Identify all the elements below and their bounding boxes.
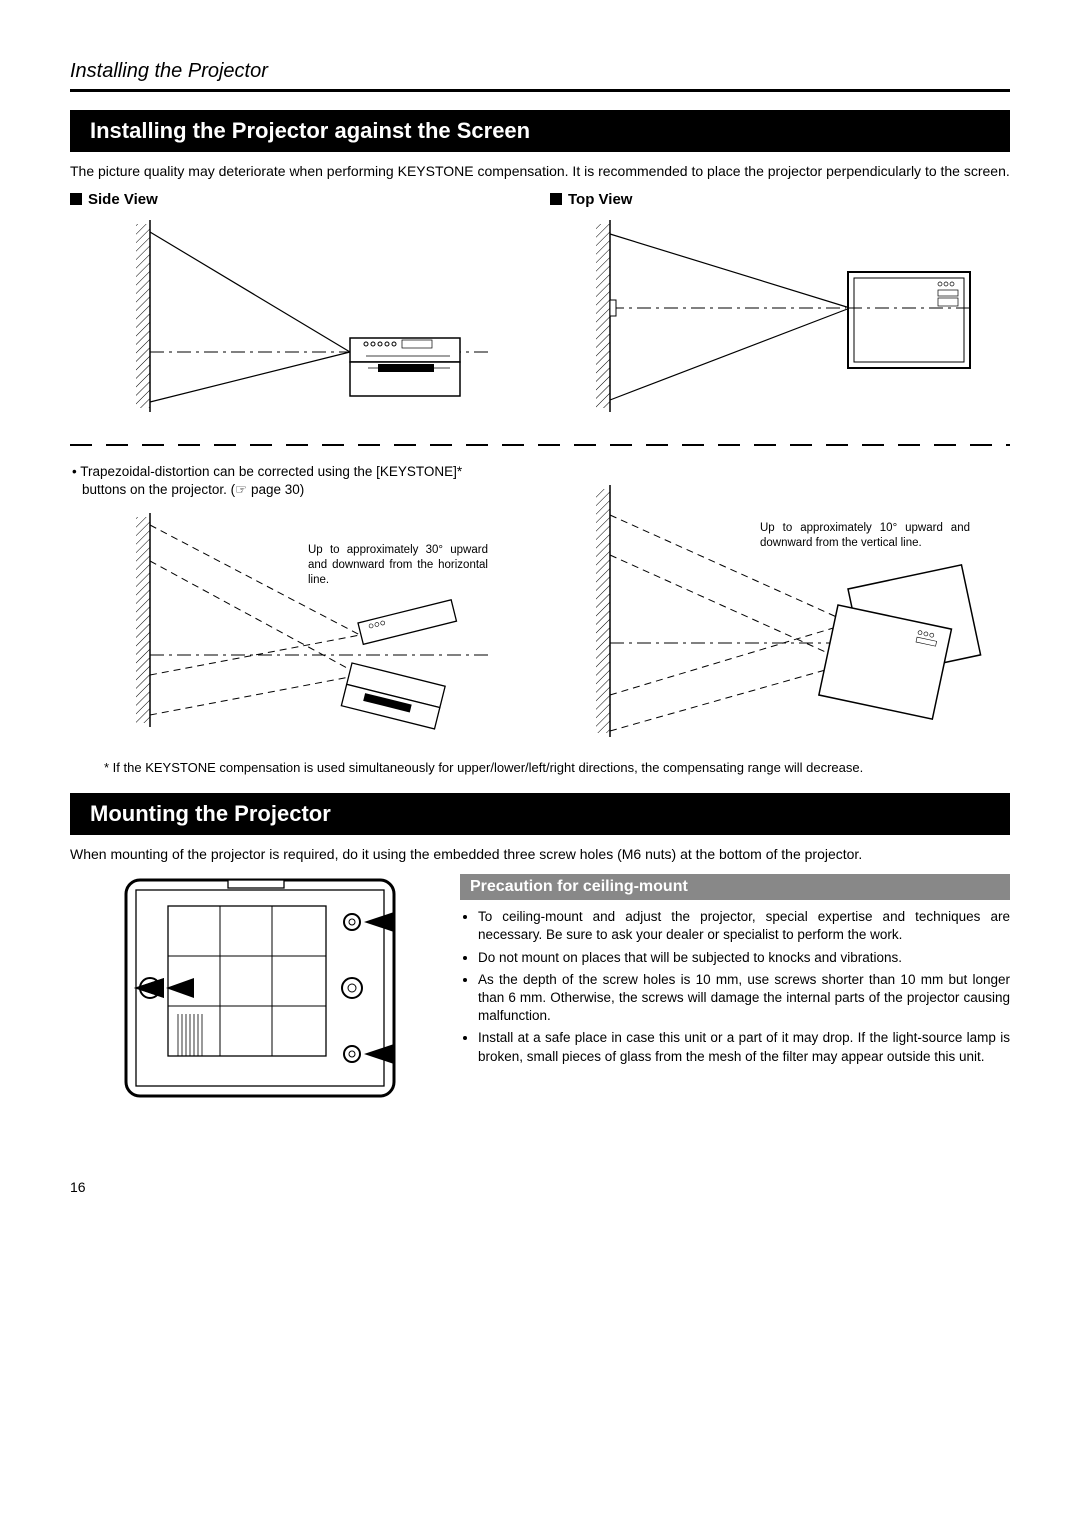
square-icon — [70, 193, 82, 205]
precaution-list: To ceiling-mount and adjust the projecto… — [460, 908, 1010, 1066]
precaution-item: To ceiling-mount and adjust the projecto… — [478, 908, 1010, 944]
dash-divider — [70, 442, 1010, 448]
precaution-heading: Precaution for ceiling-mount — [460, 874, 1010, 900]
side-view-straight-diagram — [70, 212, 530, 422]
side-tilt-caption: Up to approximately 30° upward and downw… — [308, 543, 488, 588]
top-view-text: Top View — [568, 191, 632, 208]
keystone-footnote: If the KEYSTONE compensation is used sim… — [70, 760, 1010, 777]
header-rule — [70, 89, 1010, 92]
side-view-text: Side View — [88, 191, 158, 208]
section1-intro: The picture quality may deteriorate when… — [70, 162, 1010, 181]
trapezoid-note: Trapezoidal-distortion can be corrected … — [70, 463, 500, 499]
page-number: 16 — [70, 1179, 1010, 1195]
side-view-label: Side View — [70, 191, 530, 208]
view-row-tilted: Up to approximately 30° upward and downw… — [70, 505, 1010, 750]
side-view-tilted-diagram: Up to approximately 30° upward and downw… — [70, 505, 530, 735]
top-view-label: Top View — [550, 191, 1010, 208]
top-view-tilted-diagram: Up to approximately 10° upward and downw… — [550, 455, 1010, 745]
square-icon — [550, 193, 562, 205]
precaution-item: Install at a safe place in case this uni… — [478, 1029, 1010, 1065]
section-installing-heading: Installing the Projector against the Scr… — [70, 110, 1010, 152]
precaution-item: Do not mount on places that will be subj… — [478, 949, 1010, 967]
page-title: Installing the Projector — [70, 60, 1010, 83]
top-tilt-caption: Up to approximately 10° upward and downw… — [760, 521, 970, 551]
top-view-straight-diagram — [550, 212, 1010, 422]
view-row-straight: Side View — [70, 191, 1010, 427]
bottom-view-diagram — [120, 874, 420, 1104]
section2-intro: When mounting of the projector is requir… — [70, 845, 1010, 864]
mounting-row: Precaution for ceiling-mount To ceiling-… — [70, 874, 1010, 1109]
precaution-item: As the depth of the screw holes is 10 mm… — [478, 971, 1010, 1026]
section-mounting-heading: Mounting the Projector — [70, 793, 1010, 835]
